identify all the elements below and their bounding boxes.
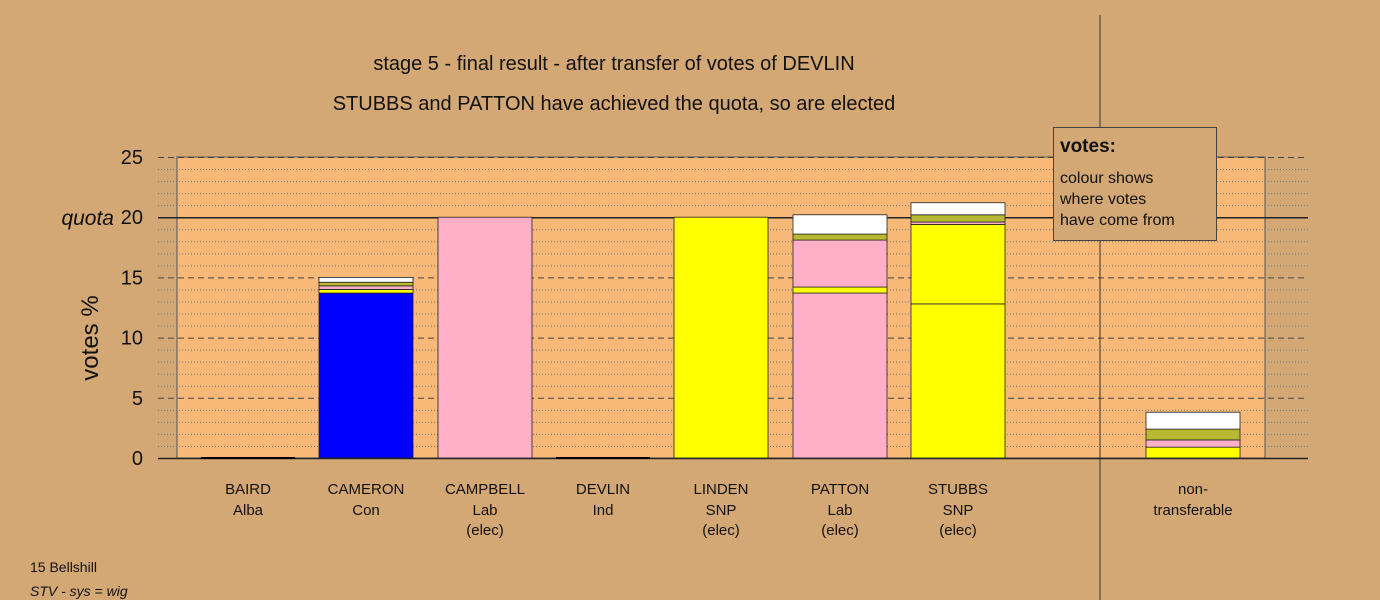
bar-segment — [792, 233, 888, 241]
bar-segment — [1145, 439, 1241, 448]
bar-segment — [792, 239, 888, 288]
y-axis-label: votes % — [77, 295, 104, 380]
category-label: non- — [1178, 481, 1208, 498]
category-label: LINDEN — [693, 481, 748, 498]
y-tick-label: 0 — [132, 448, 143, 470]
legend-heading: votes: — [1060, 136, 1116, 157]
bar-segment — [910, 224, 1006, 305]
bar-segment — [318, 289, 414, 294]
y-tick-label: 25 — [121, 147, 143, 169]
bar-segment — [910, 303, 1006, 459]
bar-segment — [318, 276, 414, 283]
category-status: (elec) — [466, 522, 504, 539]
category-label: CAMERON — [328, 481, 405, 498]
y-tick-label: 20 — [121, 207, 143, 229]
legend-line: colour shows — [1060, 170, 1154, 187]
bar-segment — [910, 202, 1006, 216]
legend-box: votes: colour shows where votes have com… — [1053, 127, 1217, 241]
category-status: (elec) — [939, 522, 977, 539]
category-label: CAMPBELL — [445, 481, 525, 498]
y-tick-label: 5 — [132, 388, 143, 410]
category-status: (elec) — [821, 522, 859, 539]
bar-segment — [318, 285, 414, 290]
chart-subtitle: STUBBS and PATTON have achieved the quot… — [332, 93, 896, 115]
category-party: transferable — [1153, 502, 1232, 519]
bar-segment — [673, 216, 769, 459]
category-status: (elec) — [702, 522, 740, 539]
system-label: STV - sys = wig — [30, 583, 128, 599]
category-party: SNP — [943, 502, 974, 519]
bar-segment — [910, 214, 1006, 223]
category-label: BAIRD — [225, 481, 271, 498]
y-tick-label: 10 — [121, 328, 143, 350]
category-party: SNP — [706, 502, 737, 519]
chart-title: stage 5 - final result - after transfer … — [373, 53, 855, 75]
bar-segment — [792, 214, 888, 235]
legend-line: where votes — [1060, 191, 1147, 208]
y-tick-label: 15 — [121, 267, 143, 289]
category-party: Con — [352, 502, 380, 519]
legend-line: have come from — [1060, 212, 1175, 229]
bar-segment — [1145, 428, 1241, 441]
category-party: Lab — [472, 502, 497, 519]
constituency-label: 15 Bellshill — [30, 559, 97, 575]
bar-segment — [1145, 411, 1241, 430]
bar-segment — [318, 292, 414, 459]
category-label: STUBBS — [928, 481, 988, 498]
bar-segment — [437, 216, 533, 459]
bar-segment — [792, 286, 888, 294]
quota-label: quota — [61, 207, 114, 230]
bar-segment — [792, 292, 888, 459]
category-label: DEVLIN — [576, 481, 630, 498]
category-party: Alba — [233, 502, 264, 519]
bar-segment — [318, 281, 414, 287]
category-label: PATTON — [811, 481, 869, 498]
bar-segment — [1145, 446, 1241, 459]
category-party: Lab — [827, 502, 852, 519]
category-party: Ind — [593, 502, 614, 519]
